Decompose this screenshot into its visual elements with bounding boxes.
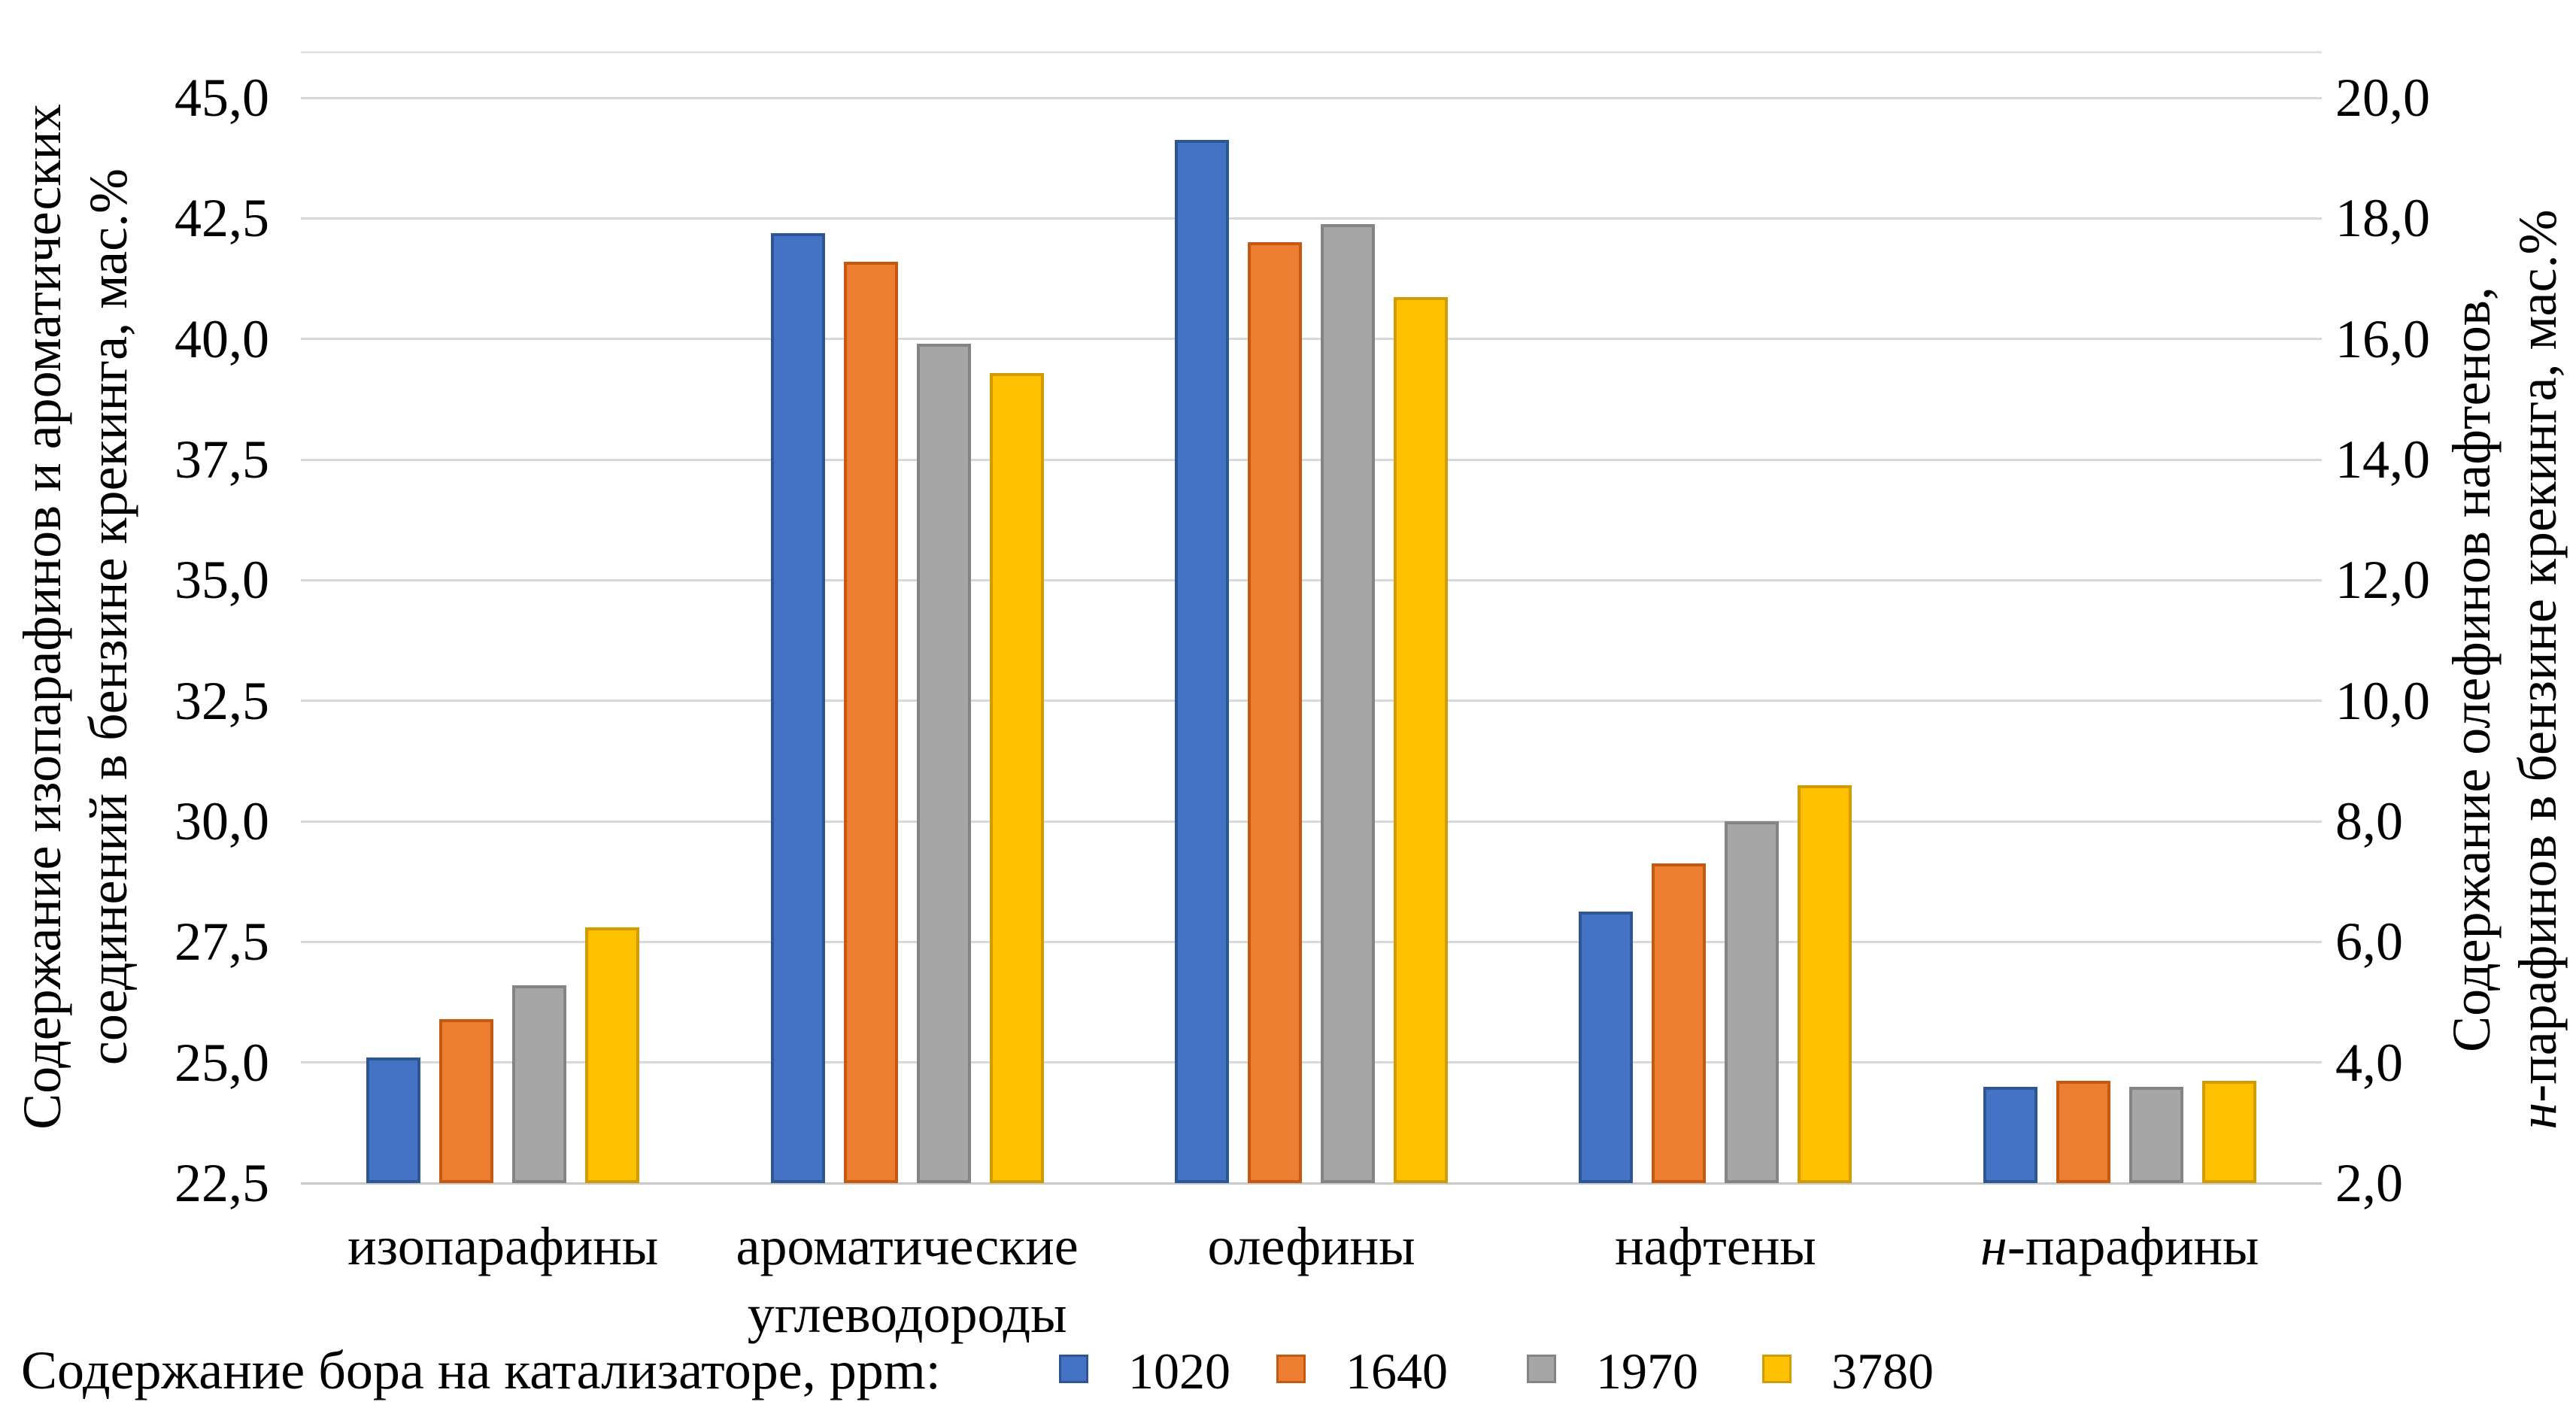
bar xyxy=(2128,1086,2183,1183)
left-axis-tick-label: 22,5 xyxy=(174,1153,269,1213)
gridline xyxy=(301,217,2322,220)
bar xyxy=(2201,1080,2256,1183)
gridline xyxy=(301,820,2322,823)
gridline xyxy=(301,458,2322,461)
left-axis-tick-label: 25,0 xyxy=(174,1032,269,1093)
bar xyxy=(366,1057,421,1183)
legend-item-label: 1640 xyxy=(1346,1343,1448,1400)
right-axis-tick-label: 18,0 xyxy=(2335,188,2430,249)
legend-swatch xyxy=(1762,1355,1792,1383)
left-axis-tick-label: 42,5 xyxy=(174,188,269,249)
left-axis-tick-label: 35,0 xyxy=(174,550,269,611)
left-axis-tick-label: 27,5 xyxy=(174,912,269,972)
x-axis-line xyxy=(301,1182,2322,1185)
bar xyxy=(1394,296,1448,1183)
bar xyxy=(916,344,971,1183)
bar xyxy=(1321,224,1375,1183)
bar xyxy=(1579,912,1634,1184)
gridline xyxy=(301,940,2322,943)
legend-item-label: 3780 xyxy=(1831,1343,1934,1400)
category-label: изопарафины xyxy=(347,1216,659,1276)
bar xyxy=(1798,784,1852,1183)
gridline xyxy=(301,578,2322,581)
bar xyxy=(989,372,1044,1183)
bar xyxy=(1983,1086,2037,1183)
left-axis-tick-label: 32,5 xyxy=(174,670,269,731)
left-axis-tick-label: 45,0 xyxy=(174,68,269,128)
bar xyxy=(1652,863,1707,1183)
legend-item-label: 1970 xyxy=(1596,1343,1698,1400)
right-axis-tick-label: 6,0 xyxy=(2335,912,2403,972)
legend-swatch xyxy=(1059,1355,1088,1383)
category-label: олефины xyxy=(1207,1216,1415,1276)
right-axis-tick-label: 12,0 xyxy=(2335,550,2430,611)
bar xyxy=(512,985,567,1183)
bar xyxy=(439,1018,494,1183)
bar xyxy=(585,927,640,1183)
legend-title: Содержание бора на катализаторе, ppm: xyxy=(21,1340,941,1400)
category-label: н-парафины xyxy=(1980,1216,2259,1276)
bar xyxy=(1175,140,1229,1183)
bar xyxy=(1248,242,1302,1183)
bar xyxy=(770,232,825,1183)
gridline xyxy=(301,96,2322,99)
bar xyxy=(1725,821,1780,1183)
legend-swatch xyxy=(1527,1355,1556,1383)
legend-item-label: 1020 xyxy=(1128,1343,1230,1400)
right-axis-tick-label: 16,0 xyxy=(2335,308,2430,369)
right-axis-tick-label: 8,0 xyxy=(2335,791,2403,851)
category-label: нафтены xyxy=(1615,1216,1816,1276)
left-axis-tick-label: 37,5 xyxy=(174,429,269,490)
right-axis-tick-label: 2,0 xyxy=(2335,1153,2403,1213)
plot-top-border xyxy=(301,51,2322,53)
bar xyxy=(843,262,898,1183)
category-label: ароматические углеводороды xyxy=(736,1216,1079,1344)
gridline xyxy=(301,1061,2322,1064)
gridline xyxy=(301,699,2322,702)
bar xyxy=(2056,1080,2110,1183)
left-axis-tick-label: 30,0 xyxy=(174,791,269,851)
right-axis-tick-label: 4,0 xyxy=(2335,1032,2403,1093)
right-axis-tick-label: 14,0 xyxy=(2335,429,2430,490)
right-axis-tick-label: 10,0 xyxy=(2335,670,2430,731)
legend-swatch xyxy=(1276,1355,1306,1383)
right-axis-tick-label: 20,0 xyxy=(2335,68,2430,128)
left-axis-tick-label: 40,0 xyxy=(174,308,269,369)
gridline xyxy=(301,338,2322,341)
